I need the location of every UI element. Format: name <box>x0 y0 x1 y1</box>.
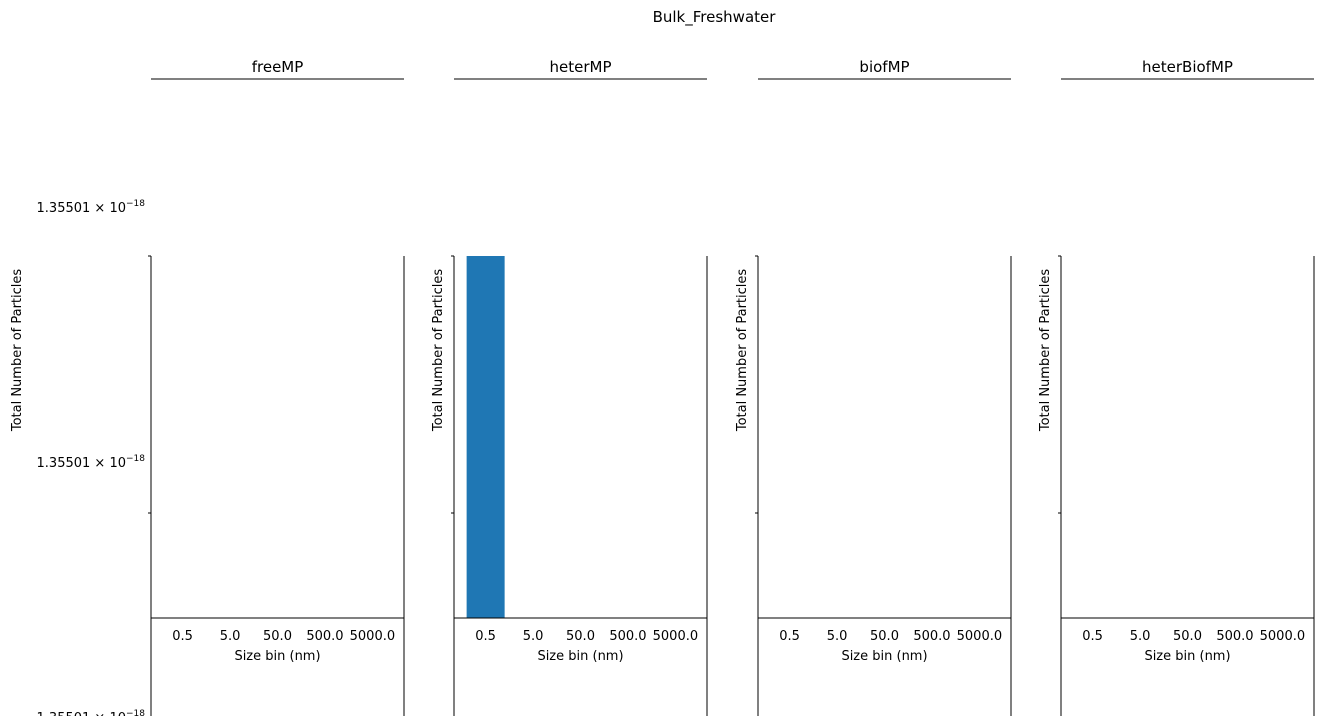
panel-title: freeMP <box>252 58 304 76</box>
panel-title: biofMP <box>859 58 909 76</box>
x-tick-label: 500.0 <box>609 629 646 644</box>
bar <box>466 256 505 618</box>
x-tick-label: 0.5 <box>779 629 800 644</box>
y-tick-label: 1.35501 × 10−18 <box>37 199 146 216</box>
panel-title: heterBiofMP <box>1142 58 1233 76</box>
y-tick-mantissa: 1.35501 × 10 <box>37 201 126 216</box>
panels: freeMP 0.5 5.0 50.0 500.0 5000.0 Size bin (nm)… <box>10 58 1315 716</box>
panel-freeMP: freeMP 0.5 5.0 50.0 500.0 5000.0 Size bin (nm)… <box>10 58 405 716</box>
x-tick-label: 50.0 <box>263 629 292 644</box>
y-tick-exponent: −18 <box>126 709 145 716</box>
x-tick-label: 0.5 <box>1082 629 1103 644</box>
x-tick-label: 5000.0 <box>957 629 1003 644</box>
x-tick-label: 5.0 <box>827 629 848 644</box>
y-axis-label: Total Number of Particles <box>431 269 446 433</box>
x-tick-label: 5000.0 <box>1260 629 1306 644</box>
x-tick-label: 50.0 <box>870 629 899 644</box>
x-tick-label: 0.5 <box>172 629 193 644</box>
y-tick-labels-left: 1.35501 × 10−181.35501 × 10−181.35501 × … <box>37 199 146 716</box>
panel-biofMP: biofMP 0.5 5.0 50.0 500.0 5000.0 Size bin (nm)… <box>735 58 1012 716</box>
y-tick-label: 1.35501 × 10−18 <box>37 709 146 716</box>
x-tick-label: 5.0 <box>220 629 241 644</box>
x-axis-label: Size bin (nm) <box>537 649 623 664</box>
x-tick-label: 5000.0 <box>653 629 699 644</box>
x-tick-label: 0.5 <box>475 629 496 644</box>
x-tick-label: 500.0 <box>913 629 950 644</box>
x-tick-label: 5.0 <box>1130 629 1151 644</box>
panel-heterMP: heterMP 0.5 5.0 50.0 500.0 5000.0 Size bin (nm… <box>431 58 708 716</box>
x-axis-label: Size bin (nm) <box>841 649 927 664</box>
y-tick-mantissa: 1.35501 × 10 <box>37 711 126 716</box>
x-tick-label: 50.0 <box>1173 629 1202 644</box>
y-tick-exponent: −18 <box>126 454 145 464</box>
x-tick-label: 50.0 <box>566 629 595 644</box>
x-tick-label: 5000.0 <box>350 629 396 644</box>
x-axis-label: Size bin (nm) <box>1144 649 1230 664</box>
y-axis-label: Total Number of Particles <box>1038 269 1053 433</box>
panel-title: heterMP <box>550 58 612 76</box>
x-tick-label: 5.0 <box>523 629 544 644</box>
figure-title: Bulk_Freshwater <box>653 8 777 27</box>
x-axis-label: Size bin (nm) <box>234 649 320 664</box>
y-axis-label: Total Number of Particles <box>10 269 25 433</box>
y-tick-mantissa: 1.35501 × 10 <box>37 456 126 471</box>
y-axis-label: Total Number of Particles <box>735 269 750 433</box>
panel-heterBiofMP: heterBiofMP 0.5 5.0 50.0 500.0 5000.0 Size bin… <box>1038 58 1315 716</box>
y-tick-label: 1.35501 × 10−18 <box>37 454 146 471</box>
x-tick-label: 500.0 <box>306 629 343 644</box>
x-tick-label: 500.0 <box>1216 629 1253 644</box>
y-tick-exponent: −18 <box>126 199 145 209</box>
